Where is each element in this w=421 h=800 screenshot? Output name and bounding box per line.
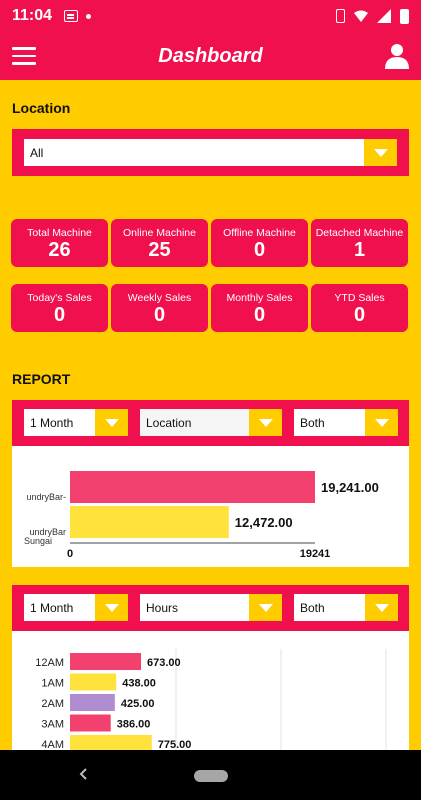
back-icon[interactable]: [76, 766, 92, 782]
group-select-value: Location: [146, 415, 192, 430]
group-select[interactable]: Location: [140, 409, 282, 436]
machine-stats: Total Machine 26 Online Machine 25 Offli…: [11, 219, 409, 267]
dropdown-arrow-icon[interactable]: [95, 409, 128, 436]
category-label: 2AM: [41, 698, 64, 710]
period-select-value: 1 Month: [30, 415, 74, 430]
category-label: 1AM: [41, 678, 64, 690]
stat-card-total-machine[interactable]: Total Machine 26: [11, 219, 108, 267]
stat-label: YTD Sales: [334, 292, 385, 304]
stat-value: 0: [153, 304, 166, 326]
report-filters-2: 1 Month Hours Both: [12, 585, 409, 631]
group-select-value: Hours: [146, 600, 179, 615]
stat-label: Online Machine: [123, 227, 196, 239]
stat-label: Total Machine: [27, 227, 92, 239]
location-label: Location: [12, 100, 71, 116]
status-time: 11:04: [12, 7, 53, 24]
stat-card-offline-machine[interactable]: Offline Machine 0: [211, 219, 308, 267]
profile-icon[interactable]: [385, 43, 409, 69]
hourly-sales-chart-svg: 12AM 673.00 1AM 438.00 2AM 425.00 3AM 386.00 4AM…: [35, 649, 387, 750]
chart-bar: [70, 694, 115, 711]
data-label: 438.00: [122, 678, 156, 690]
mode-select[interactable]: Both: [294, 594, 398, 621]
location-select[interactable]: All: [24, 139, 397, 166]
category-label: undryBar: [29, 527, 66, 537]
location-select-value: All: [30, 145, 44, 160]
stat-label: Offline Machine: [223, 227, 296, 239]
period-select-value: 1 Month: [30, 600, 74, 615]
status-bar: 11:04: [0, 0, 421, 32]
signal-icon: [377, 9, 391, 23]
chart-bar: [70, 673, 117, 691]
stat-value: 26: [48, 239, 71, 261]
data-label: 673.00: [147, 657, 181, 669]
sales-stats: Today's Sales 0 Weekly Sales 0 Monthly S…: [11, 284, 409, 332]
stat-label: Detached Machine: [315, 227, 404, 239]
dropdown-arrow-icon[interactable]: [364, 139, 397, 166]
stat-value: 0: [253, 304, 266, 326]
period-select[interactable]: 1 Month: [24, 409, 128, 436]
page-title: Dashboard: [158, 44, 263, 67]
dropdown-arrow-icon[interactable]: [365, 409, 398, 436]
app-bar: Dashboard: [0, 32, 421, 80]
battery-icon: [400, 8, 409, 24]
stat-card-weekly-sales[interactable]: Weekly Sales 0: [111, 284, 208, 332]
dropdown-arrow-icon[interactable]: [95, 594, 128, 621]
group-select[interactable]: Hours: [140, 594, 282, 621]
x-tick-label: 0: [67, 548, 73, 560]
mode-select[interactable]: Both: [294, 409, 398, 436]
chart-bar: [70, 714, 111, 732]
stat-card-online-machine[interactable]: Online Machine 25: [111, 219, 208, 267]
stat-value: 1: [353, 239, 366, 261]
stat-value: 0: [353, 304, 366, 326]
category-label: 4AM: [41, 739, 64, 750]
stat-value: 0: [53, 304, 66, 326]
stat-value: 0: [253, 239, 266, 261]
location-panel: All: [12, 129, 409, 176]
location-sales-chart: 19,241.00 12,472.00 undryBar-undryBar Sunga…: [12, 446, 409, 567]
report-filters-1: 1 Month Location Both: [12, 400, 409, 446]
notification-icons: [64, 10, 92, 22]
chart-bar: [70, 735, 152, 750]
stat-card-monthly-sales[interactable]: Monthly Sales 0: [211, 284, 308, 332]
stat-card-ytd-sales[interactable]: YTD Sales 0: [311, 284, 408, 332]
report-label: REPORT: [12, 371, 71, 387]
navigation-bar: [0, 750, 421, 800]
data-label: 775.00: [158, 739, 192, 750]
data-label: 425.00: [121, 698, 155, 710]
data-label: 19,241.00: [321, 480, 379, 495]
message-icon: [64, 10, 79, 22]
category-label: Sungai: [24, 536, 52, 546]
period-select[interactable]: 1 Month: [24, 594, 128, 621]
notification-dot-icon: [86, 13, 92, 19]
data-label: 12,472.00: [235, 515, 293, 530]
vibrate-icon: [336, 9, 345, 23]
hourly-sales-chart: 12AM 673.00 1AM 438.00 2AM 425.00 3AM 386.00 4AM…: [12, 631, 409, 750]
chart-bar: [70, 653, 142, 670]
stat-label: Today's Sales: [27, 292, 92, 304]
category-label: 3AM: [41, 719, 64, 731]
stat-label: Weekly Sales: [127, 292, 192, 304]
category-label: 12AM: [35, 657, 64, 669]
chart-bar: [70, 506, 229, 538]
dropdown-arrow-icon[interactable]: [249, 409, 282, 436]
home-button[interactable]: [194, 770, 228, 782]
stat-label: Monthly Sales: [226, 292, 293, 304]
data-label: 386.00: [117, 719, 151, 731]
system-icons: [336, 8, 409, 24]
mode-select-value: Both: [300, 600, 325, 615]
stat-value: 25: [148, 239, 171, 261]
category-label: undryBar-: [26, 492, 66, 502]
x-tick-label: 19241: [300, 548, 331, 560]
chart-bar: [70, 471, 315, 503]
dropdown-arrow-icon[interactable]: [249, 594, 282, 621]
menu-icon[interactable]: [12, 47, 36, 65]
wifi-icon: [354, 10, 368, 22]
location-sales-chart-svg: 19,241.00 12,472.00 undryBar-undryBarSunga…: [24, 471, 379, 560]
dropdown-arrow-icon[interactable]: [365, 594, 398, 621]
stat-card-detached-machine[interactable]: Detached Machine 1: [311, 219, 408, 267]
stat-card-todays-sales[interactable]: Today's Sales 0: [11, 284, 108, 332]
mode-select-value: Both: [300, 415, 325, 430]
